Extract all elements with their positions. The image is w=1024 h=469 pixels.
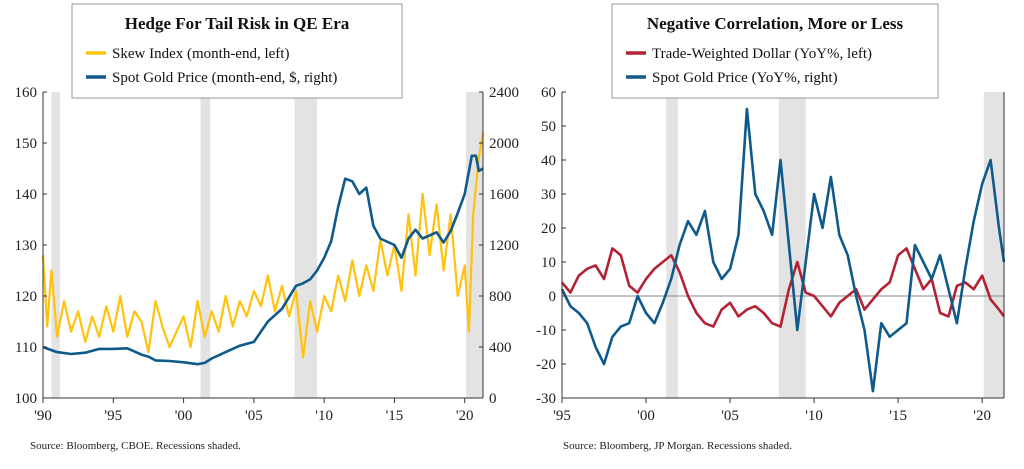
right-legend-label-dollar: Trade-Weighted Dollar (YoY%, left) — [652, 46, 872, 62]
left-series-lines — [41, 132, 485, 366]
right-chart: -30 -20 -10 0 10 20 30 40 50 60 '95 '00 '05 '10 '15 '20… — [536, 3, 1006, 452]
right-x-tick-4: '15 — [889, 408, 907, 424]
left-legend-label-skew: Skew Index (month-end, left) — [112, 46, 289, 62]
left-y-tick-left-6: 160 — [15, 85, 38, 101]
left-recession-band-2 — [294, 92, 318, 398]
right-y-tick-4: 10 — [541, 255, 556, 271]
left-y-tick-right-6: 2400 — [489, 85, 519, 101]
left-y-tick-right-3: 1200 — [489, 238, 519, 254]
left-chart-title: Hedge For Tail Risk in QE Era — [125, 14, 350, 33]
left-y-tick-left-0: 100 — [15, 391, 38, 407]
right-tick-labels: -30 -20 -10 0 10 20 30 40 50 60 '95 '00 '05 '10 '15 '20 — [536, 85, 991, 424]
left-series-line-1 — [42, 154, 484, 366]
left-x-tick-6: '20 — [456, 408, 474, 424]
left-y-tick-left-5: 150 — [15, 136, 38, 152]
left-y-tick-left-1: 110 — [15, 340, 37, 356]
left-legend-label-gold: Spot Gold Price (month-end, $, right) — [112, 70, 337, 86]
left-y-tick-right-4: 1600 — [489, 187, 519, 203]
right-axes: -30 -20 -10 0 10 20 30 40 50 60 '95 '00 '05 '10 '15 '20 — [536, 85, 1005, 424]
left-x-tick-2: '00 — [175, 408, 193, 424]
right-y-tick-6: 30 — [541, 187, 556, 203]
left-x-tick-1: '95 — [104, 408, 122, 424]
right-y-tick-2: -10 — [536, 323, 556, 339]
right-y-tick-7: 40 — [541, 153, 556, 169]
right-y-tick-3: 0 — [549, 289, 557, 305]
left-x-tick-5: '15 — [386, 408, 404, 424]
right-legend: Negative Correlation, More or Less Trade… — [611, 3, 939, 99]
right-legend-label-gold: Spot Gold Price (YoY%, right) — [652, 70, 838, 86]
left-legend: Hedge For Tail Risk in QE Era Skew Index… — [71, 3, 403, 99]
right-legend-box — [611, 3, 939, 99]
right-x-tick-3: '10 — [805, 408, 823, 424]
right-source-note: Source: Bloomberg, JP Morgan. Recessions… — [563, 440, 792, 452]
left-series-line-0 — [41, 132, 485, 359]
left-source-note: Source: Bloomberg, CBOE. Recessions shad… — [30, 440, 241, 452]
right-y-tick-5: 20 — [541, 221, 556, 237]
left-axes: 1001101201301401501600400800120016002000… — [15, 85, 520, 424]
right-recession-band-1 — [778, 92, 806, 398]
right-y-tick-1: -20 — [536, 357, 556, 373]
right-y-tick-9: 60 — [541, 85, 556, 101]
left-recession-band-0 — [51, 92, 60, 398]
left-y-tick-left-4: 140 — [15, 187, 38, 203]
left-y-tick-left-3: 130 — [15, 238, 38, 254]
left-tick-labels: 1001101201301401501600400800120016002000… — [15, 85, 520, 424]
right-y-tick-8: 50 — [541, 119, 556, 135]
right-x-tick-2: '05 — [721, 408, 739, 424]
left-recession-band-1 — [200, 92, 211, 398]
right-y-tick-0: -30 — [536, 391, 556, 407]
left-x-tick-4: '10 — [315, 408, 333, 424]
right-series-lines — [560, 107, 1006, 393]
left-x-tick-0: '90 — [34, 408, 52, 424]
right-x-tick-1: '00 — [637, 408, 655, 424]
right-x-tick-0: '95 — [553, 408, 571, 424]
right-series-line-0 — [560, 247, 1006, 328]
left-y-tick-right-2: 800 — [489, 289, 512, 305]
left-y-tick-right-0: 0 — [489, 391, 497, 407]
left-chart: 1001101201301401501600400800120016002000… — [15, 3, 520, 452]
right-x-tick-5: '20 — [973, 408, 991, 424]
right-chart-title: Negative Correlation, More or Less — [647, 14, 904, 33]
right-series-line-1 — [560, 107, 1006, 393]
right-recession-band-0 — [666, 92, 678, 398]
left-y-tick-right-5: 2000 — [489, 136, 519, 152]
right-recession-bands — [666, 92, 1004, 398]
left-y-tick-right-1: 400 — [489, 340, 512, 356]
left-legend-box — [71, 3, 403, 99]
left-x-tick-3: '05 — [245, 408, 263, 424]
left-y-tick-left-2: 120 — [15, 289, 38, 305]
